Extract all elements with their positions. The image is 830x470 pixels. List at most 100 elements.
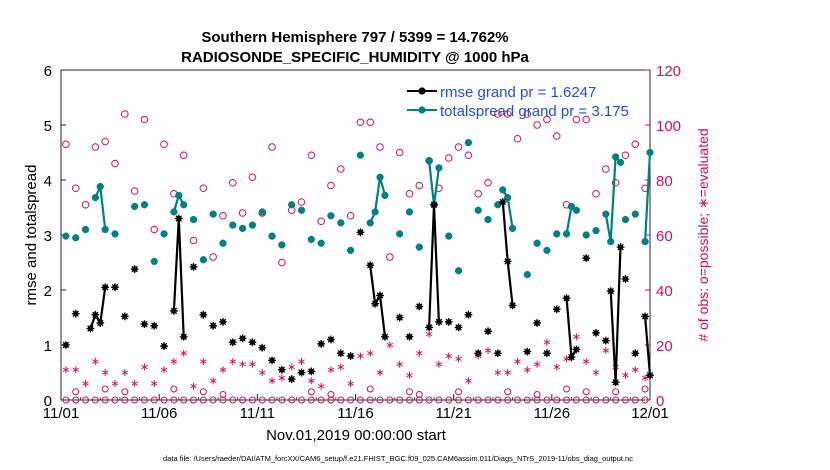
totalspread-series xyxy=(62,138,654,279)
obs-possible-point xyxy=(209,253,217,261)
obs-small-point xyxy=(140,396,148,404)
totalspread-point xyxy=(130,202,139,211)
obs-evaluated-point xyxy=(141,363,148,371)
obs-small-point xyxy=(504,388,512,396)
obs-possible-point xyxy=(484,178,492,187)
obs-small-point xyxy=(268,396,276,404)
rmse-point xyxy=(508,301,517,310)
obs-small-point xyxy=(121,396,129,404)
rmse-point xyxy=(277,365,286,374)
obs-evaluated-point xyxy=(92,358,99,365)
obs-evaluated-point xyxy=(200,358,207,365)
obs-possible-point xyxy=(572,115,581,124)
totalspread-point xyxy=(62,232,70,240)
rmse-line xyxy=(644,316,652,376)
footer-data-file: data file: /Users/raeder/DAI/ATM_forcXX/… xyxy=(163,454,633,463)
rmse-point xyxy=(179,332,188,341)
rmse-point xyxy=(444,318,453,326)
obs-small-point xyxy=(455,388,463,396)
totalspread-point xyxy=(523,270,531,279)
y-right-tick-label: 120 xyxy=(656,63,681,80)
obs-small-point xyxy=(101,396,109,404)
rmse-point xyxy=(238,334,247,343)
obs-evaluated-point xyxy=(229,358,237,365)
obs-small-point xyxy=(396,396,404,404)
totalspread-point xyxy=(288,201,296,209)
obs-possible-point xyxy=(543,115,551,124)
obs-small-point xyxy=(582,388,590,396)
rmse-point xyxy=(454,323,463,332)
obs-evaluated-point xyxy=(258,369,266,376)
rmse-point xyxy=(395,313,404,322)
obs-small-point xyxy=(248,396,256,404)
rmse-point xyxy=(606,287,615,295)
rmse-point xyxy=(130,265,139,273)
obs-evaluated-point xyxy=(101,369,109,376)
totalspread-point xyxy=(229,221,237,229)
obs-possible-point xyxy=(611,178,620,187)
obs-possible-point xyxy=(631,140,640,149)
obs-small-point xyxy=(347,396,355,404)
obs-small-point xyxy=(592,396,600,404)
y-axis-left-label: rmse and totalspread xyxy=(23,165,40,306)
rmse-point xyxy=(484,327,492,336)
x-axis: 11/01 11/06 11/11 11/16 11/21 11/26 12/01 xyxy=(43,394,669,422)
obs-small-point xyxy=(72,396,80,404)
obs-possible-point xyxy=(582,115,590,124)
obs-evaluated-point xyxy=(209,377,217,385)
rmse-point xyxy=(371,299,380,308)
totalspread-point xyxy=(356,151,365,159)
obs-possible-point xyxy=(395,148,404,157)
rmse-point xyxy=(552,305,561,314)
rmse-point xyxy=(592,329,600,337)
obs-small-point xyxy=(101,385,109,393)
totalspread-point xyxy=(582,231,590,239)
totalspread-point xyxy=(533,239,541,247)
chart-title-line2: RADIOSONDE_SPECIFIC_HUMIDITY @ 1000 hPa xyxy=(181,49,529,66)
totalspread-point xyxy=(278,241,286,249)
obs-possible-point xyxy=(317,217,325,226)
totalspread-point xyxy=(435,164,443,172)
obs-possible-point xyxy=(405,189,414,198)
obs-evaluated-point xyxy=(641,374,649,382)
rmse-point xyxy=(474,349,483,358)
obs-possible-point xyxy=(189,236,198,245)
totalspread-point xyxy=(641,237,649,246)
totalspread-point xyxy=(170,208,178,216)
obs-possible-point xyxy=(376,143,384,151)
rmse-point xyxy=(425,323,434,332)
obs-small-point xyxy=(209,396,217,404)
legend-rmse-label: rmse grand pr = 1.6247 xyxy=(440,84,596,101)
obs-evaluated-point xyxy=(376,369,384,376)
totalspread-point xyxy=(327,212,335,220)
obs-small-point xyxy=(327,391,335,398)
obs-evaluated-point xyxy=(62,366,70,374)
totalspread-line xyxy=(644,152,652,242)
totalspread-point xyxy=(425,157,433,165)
rmse-point xyxy=(366,261,375,270)
rmse-point xyxy=(415,302,424,311)
obs-possible-point xyxy=(228,178,237,187)
obs-possible-point xyxy=(552,132,561,140)
obs-small-point xyxy=(229,396,237,404)
obs-small-point xyxy=(464,396,472,404)
totalspread-point xyxy=(607,237,615,246)
obs-possible-point xyxy=(602,165,610,173)
obs-small-point xyxy=(337,396,345,404)
obs-small-point xyxy=(405,388,413,396)
obs-small-point xyxy=(366,396,374,404)
totalspread-point xyxy=(616,158,625,167)
obs-small-point xyxy=(435,396,443,404)
obs-possible-point xyxy=(71,184,80,193)
legend-spread-marker xyxy=(418,106,426,114)
rmse-point xyxy=(646,371,654,380)
totalspread-point xyxy=(474,206,482,214)
obs-small-point xyxy=(533,391,541,398)
y-left-tick-label: 3 xyxy=(44,228,52,245)
totalspread-point xyxy=(150,257,158,266)
totalspread-point xyxy=(238,224,247,233)
totalspread-point xyxy=(562,230,571,238)
legend-rmse-marker xyxy=(418,87,426,95)
rmse-point xyxy=(381,332,389,341)
chart-title-line1: Southern Hemisphere 797 / 5399 = 14.762% xyxy=(201,29,508,46)
